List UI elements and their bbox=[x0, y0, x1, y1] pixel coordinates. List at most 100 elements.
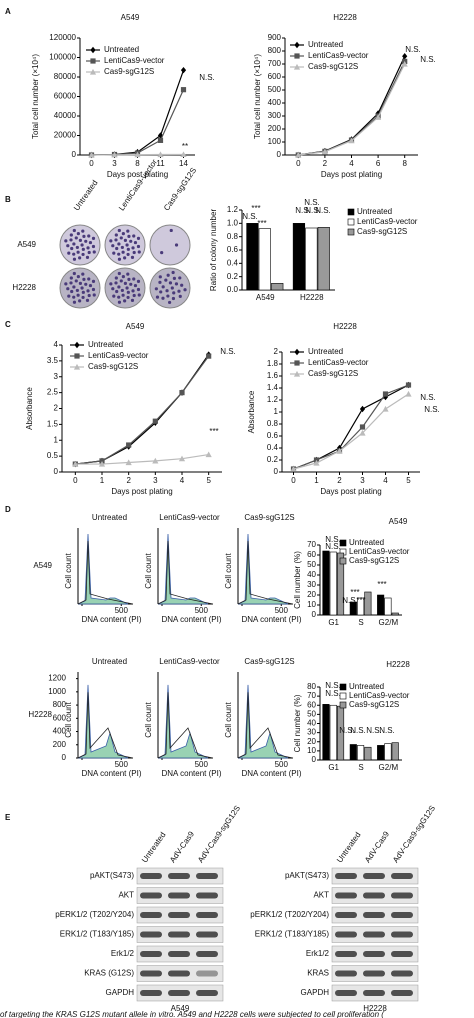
panel-label: B bbox=[5, 195, 11, 204]
blot-band bbox=[168, 931, 190, 938]
marker bbox=[152, 418, 158, 424]
y-tick-label: 0.8 bbox=[227, 232, 239, 241]
row-label: H2228 bbox=[28, 710, 52, 719]
marker bbox=[405, 382, 412, 388]
colony bbox=[183, 288, 187, 292]
colony bbox=[78, 256, 82, 260]
colony bbox=[92, 293, 96, 297]
marker bbox=[111, 151, 118, 158]
colony bbox=[64, 282, 68, 286]
blot-band bbox=[196, 931, 218, 938]
marker bbox=[72, 460, 79, 467]
colony bbox=[88, 240, 93, 245]
legend-label: Untreated bbox=[308, 347, 343, 356]
colony bbox=[117, 271, 121, 276]
colony bbox=[69, 233, 73, 237]
marker bbox=[134, 151, 141, 158]
annotation: N.S. bbox=[325, 535, 341, 544]
blot-band bbox=[168, 912, 190, 918]
marker bbox=[382, 405, 389, 412]
y-tick-label: 20000 bbox=[54, 131, 77, 140]
colony bbox=[165, 289, 169, 293]
colony bbox=[161, 296, 165, 300]
y-tick-label: 70 bbox=[307, 540, 316, 549]
y-tick-label: 0 bbox=[54, 467, 59, 476]
y-tick-label: 400 bbox=[53, 727, 67, 736]
column-header: AdV-Cas9 bbox=[363, 829, 391, 864]
marker bbox=[157, 151, 164, 158]
y-tick-label: 0.2 bbox=[267, 455, 279, 464]
marker bbox=[293, 63, 301, 70]
annotation: N.S. bbox=[305, 206, 321, 215]
series-line bbox=[91, 69, 185, 156]
colony bbox=[117, 242, 121, 246]
series-line bbox=[293, 384, 409, 470]
column-header: AdV-Cas9-sgG12S bbox=[196, 804, 242, 865]
x-tick-label: S bbox=[358, 618, 363, 627]
colony bbox=[158, 280, 162, 284]
y-tick-label: 500 bbox=[268, 85, 282, 94]
bar bbox=[246, 223, 259, 291]
annotation: N.S. bbox=[295, 206, 311, 215]
histogram bbox=[157, 684, 209, 759]
y-tick-label: 80000 bbox=[54, 72, 77, 81]
y-axis-label: Cell count bbox=[144, 701, 153, 737]
x-tick-label: 8 bbox=[135, 159, 140, 168]
colony bbox=[78, 281, 82, 285]
bar bbox=[377, 745, 385, 761]
blot-band bbox=[363, 970, 385, 977]
row-label: pAKT(S473) bbox=[90, 871, 134, 880]
colony bbox=[92, 250, 96, 254]
colony bbox=[121, 275, 125, 279]
colony bbox=[117, 228, 121, 233]
x-tick-label: 11 bbox=[156, 159, 165, 168]
y-tick-label: 80 bbox=[307, 682, 316, 691]
blot-band bbox=[168, 892, 190, 899]
colony bbox=[91, 236, 96, 240]
legend-swatch bbox=[339, 683, 347, 691]
legend-label: LentiCas9-vector bbox=[88, 351, 149, 360]
colony bbox=[81, 247, 85, 251]
series-line bbox=[75, 453, 209, 465]
legend-label: Cas9-sgG12S bbox=[349, 556, 399, 565]
y-tick-label: 700 bbox=[268, 59, 282, 68]
legend-label: Cas9-sgG12S bbox=[88, 362, 138, 371]
row-label: AKT bbox=[313, 891, 329, 900]
y-tick-label: 2 bbox=[54, 404, 59, 413]
colony bbox=[154, 287, 158, 291]
colony bbox=[80, 286, 84, 290]
histogram bbox=[77, 534, 129, 605]
x-tick-label: 2 bbox=[337, 476, 342, 485]
colony bbox=[66, 244, 70, 248]
colony bbox=[166, 294, 170, 298]
annotation: N.S. bbox=[315, 206, 331, 215]
bar bbox=[329, 704, 337, 761]
blot-band bbox=[363, 931, 385, 938]
y-tick-label: 3.5 bbox=[47, 356, 59, 365]
row-label: Erk1/2 bbox=[111, 949, 135, 958]
legend-swatch bbox=[347, 218, 355, 226]
colony bbox=[161, 285, 165, 289]
x-axis-label: DNA content (PI) bbox=[161, 769, 221, 778]
marker bbox=[179, 390, 185, 396]
colony bbox=[117, 285, 121, 289]
annotation: N.S. bbox=[325, 689, 341, 698]
colony bbox=[117, 257, 122, 261]
colony bbox=[159, 290, 163, 294]
y-tick-label: 1.8 bbox=[267, 359, 279, 368]
colony bbox=[84, 282, 88, 286]
x-axis-label: DNA content (PI) bbox=[161, 615, 221, 624]
annotation: N.S. bbox=[325, 542, 341, 551]
y-axis-label: Ratio of colony number bbox=[209, 209, 218, 292]
y-tick-label: 10 bbox=[307, 600, 316, 609]
marker bbox=[99, 458, 105, 464]
colony bbox=[121, 250, 125, 254]
x-tick-label: 500 bbox=[115, 760, 129, 769]
colony-dish bbox=[149, 224, 191, 266]
y-tick-label: 0 bbox=[274, 467, 279, 476]
colony bbox=[120, 245, 124, 250]
blot-band bbox=[391, 912, 413, 918]
colony bbox=[131, 246, 135, 250]
y-tick-label: 0 bbox=[312, 755, 317, 764]
y-tick-label: 60000 bbox=[54, 92, 77, 101]
